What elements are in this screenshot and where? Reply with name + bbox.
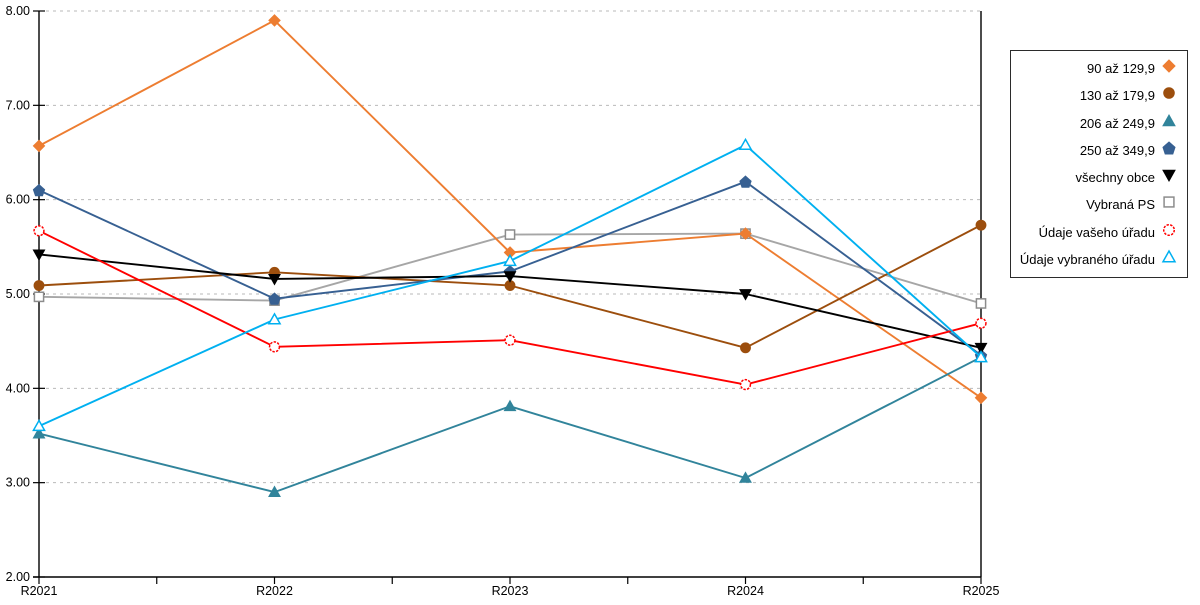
legend-marker-triangle-up-icon bbox=[1161, 249, 1177, 270]
series-marker bbox=[1163, 87, 1175, 100]
series-marker bbox=[33, 291, 45, 303]
series-marker bbox=[975, 317, 987, 329]
series-marker bbox=[268, 485, 281, 497]
series-line bbox=[38, 356, 982, 494]
legend-label: Vybraná PS bbox=[1086, 197, 1155, 213]
series-marker bbox=[33, 225, 45, 237]
x-tick-label: R2022 bbox=[256, 584, 293, 598]
series-marker bbox=[739, 378, 752, 391]
x-tick-label: R2025 bbox=[963, 584, 1000, 598]
legend-marker-diamond-icon bbox=[1161, 58, 1177, 79]
legend-item: 90 až 129,9 bbox=[1011, 56, 1187, 82]
legend-item: všechny obce bbox=[1011, 165, 1187, 191]
legend-label: Údaje vybraného úřadu bbox=[1019, 251, 1155, 267]
series-marker bbox=[1162, 223, 1176, 236]
y-tick-label: 7.00 bbox=[6, 98, 30, 112]
series-marker bbox=[32, 139, 46, 153]
legend-marker-pentagon-icon bbox=[1161, 140, 1177, 161]
legend-item: Údaje vybraného úřadu bbox=[1011, 246, 1187, 272]
series-marker bbox=[32, 426, 46, 439]
series-marker bbox=[32, 183, 46, 197]
y-tick-label: 5.00 bbox=[6, 287, 30, 301]
series-marker bbox=[268, 292, 281, 305]
series-marker bbox=[975, 298, 987, 309]
legend-item: 130 až 179,9 bbox=[1011, 83, 1187, 109]
series-marker bbox=[1162, 169, 1176, 183]
series-marker bbox=[32, 418, 46, 432]
legend-item: 250 až 349,9 bbox=[1011, 137, 1187, 163]
series-marker bbox=[1162, 113, 1176, 126]
series-marker bbox=[267, 312, 282, 325]
legend-marker-circle-icon bbox=[1161, 85, 1177, 106]
y-tick-label: 3.00 bbox=[6, 476, 30, 490]
series-marker bbox=[268, 274, 281, 286]
series-marker bbox=[33, 280, 45, 291]
legend-label: všechny obce bbox=[1075, 170, 1156, 186]
legend-label: Údaje vašeho úřadu bbox=[1038, 224, 1155, 240]
series-marker bbox=[32, 249, 46, 262]
y-tick-label: 2.00 bbox=[6, 570, 30, 584]
series-marker bbox=[504, 334, 516, 346]
series-marker bbox=[503, 271, 517, 283]
legend-item: Údaje vašeho úřadu bbox=[1011, 219, 1187, 245]
y-tick-label: 4.00 bbox=[6, 381, 30, 395]
series-marker bbox=[1163, 196, 1175, 209]
legend-label: 130 až 179,9 bbox=[1079, 88, 1155, 104]
series-marker bbox=[739, 175, 752, 188]
series-marker bbox=[268, 14, 281, 27]
x-tick-label: R2024 bbox=[727, 584, 764, 598]
series-marker bbox=[503, 253, 517, 267]
series-marker bbox=[739, 227, 752, 240]
series-marker bbox=[740, 342, 751, 354]
series-marker bbox=[974, 342, 988, 355]
y-tick-label: 8.00 bbox=[6, 4, 30, 18]
series-marker bbox=[974, 391, 988, 405]
x-tick-label: R2021 bbox=[21, 584, 58, 598]
legend-marker-triangle-up-icon bbox=[1161, 113, 1177, 134]
legend-item: Vybraná PS bbox=[1011, 192, 1187, 218]
legend: 90 až 129,9 130 až 179,9 206 až 249,9 250 a… bbox=[1010, 50, 1188, 278]
y-tick-label: 6.00 bbox=[6, 193, 30, 207]
series-marker bbox=[739, 289, 752, 301]
legend-item: 206 až 249,9 bbox=[1011, 110, 1187, 136]
x-tick-label: R2023 bbox=[492, 584, 529, 598]
series-marker bbox=[738, 137, 753, 151]
series-marker bbox=[1161, 249, 1177, 263]
series-marker bbox=[504, 229, 516, 240]
legend-marker-triangle-down-icon bbox=[1161, 167, 1177, 188]
series-marker bbox=[503, 399, 517, 412]
series-marker bbox=[1162, 141, 1176, 155]
series-marker bbox=[1162, 59, 1176, 73]
series-marker bbox=[268, 341, 281, 353]
legend-marker-circle-icon bbox=[1161, 222, 1177, 243]
legend-label: 90 až 129,9 bbox=[1087, 61, 1155, 77]
legend-marker-square-icon bbox=[1161, 194, 1177, 215]
series-marker bbox=[974, 350, 988, 363]
legend-label: 206 až 249,9 bbox=[1079, 115, 1155, 131]
legend-label: 250 až 349,9 bbox=[1079, 142, 1155, 158]
series-marker bbox=[739, 471, 752, 483]
series-marker bbox=[975, 219, 987, 231]
